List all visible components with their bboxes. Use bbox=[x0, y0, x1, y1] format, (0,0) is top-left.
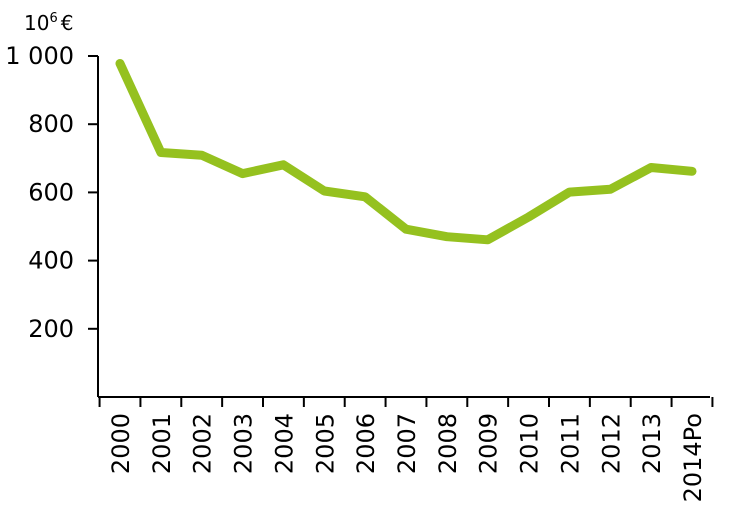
x-tick-label: 2002 bbox=[189, 413, 217, 474]
x-tick-label: 2014Po bbox=[679, 413, 707, 502]
x-tick-label: 2000 bbox=[107, 413, 135, 474]
y-tick-label: 400 bbox=[28, 247, 74, 275]
y-axis: 200 400 600 800 1 000 bbox=[5, 42, 99, 397]
x-tick-label: 2010 bbox=[516, 413, 544, 474]
x-tick-label: 2003 bbox=[230, 413, 258, 474]
data-point bbox=[569, 192, 570, 193]
data-point bbox=[610, 189, 611, 190]
x-tick-label: 2013 bbox=[638, 413, 666, 474]
data-point bbox=[651, 167, 652, 168]
data-point bbox=[406, 229, 407, 230]
data-point bbox=[120, 63, 121, 64]
data-point bbox=[324, 191, 325, 192]
series-line-0 bbox=[115, 59, 697, 245]
x-axis: 2000 2001 2002 2003 2004 2005 2006 2007 2008 2009… bbox=[98, 396, 714, 502]
unit-base: 10 bbox=[24, 11, 49, 35]
x-tick-label: 2001 bbox=[148, 413, 176, 474]
data-point bbox=[487, 239, 488, 240]
data-point bbox=[283, 164, 284, 165]
x-tick-label: 2005 bbox=[311, 413, 339, 474]
data-point bbox=[692, 171, 693, 172]
data-point bbox=[201, 155, 202, 156]
data-point bbox=[446, 236, 447, 237]
series-layer bbox=[115, 59, 697, 245]
x-tick-label: 2008 bbox=[434, 413, 462, 474]
x-tick-label: 2009 bbox=[475, 413, 503, 474]
x-tick-label: 2004 bbox=[270, 413, 298, 474]
data-point bbox=[242, 173, 243, 174]
y-tick-label: 1 000 bbox=[5, 42, 74, 70]
x-tick-label: 2006 bbox=[352, 413, 380, 474]
data-point bbox=[160, 152, 161, 153]
y-tick-label: 800 bbox=[28, 110, 74, 138]
y-tick-label: 600 bbox=[28, 178, 74, 206]
data-point bbox=[528, 216, 529, 217]
unit-currency: € bbox=[61, 11, 74, 35]
y-tick-label: 200 bbox=[28, 315, 74, 343]
y-unit-label: 106 € bbox=[24, 11, 73, 35]
unit-exponent: 6 bbox=[49, 11, 57, 26]
x-tick-label: 2007 bbox=[393, 413, 421, 474]
x-tick-label: 2011 bbox=[556, 413, 584, 474]
x-tick-label: 2012 bbox=[597, 413, 625, 474]
data-point bbox=[365, 196, 366, 197]
